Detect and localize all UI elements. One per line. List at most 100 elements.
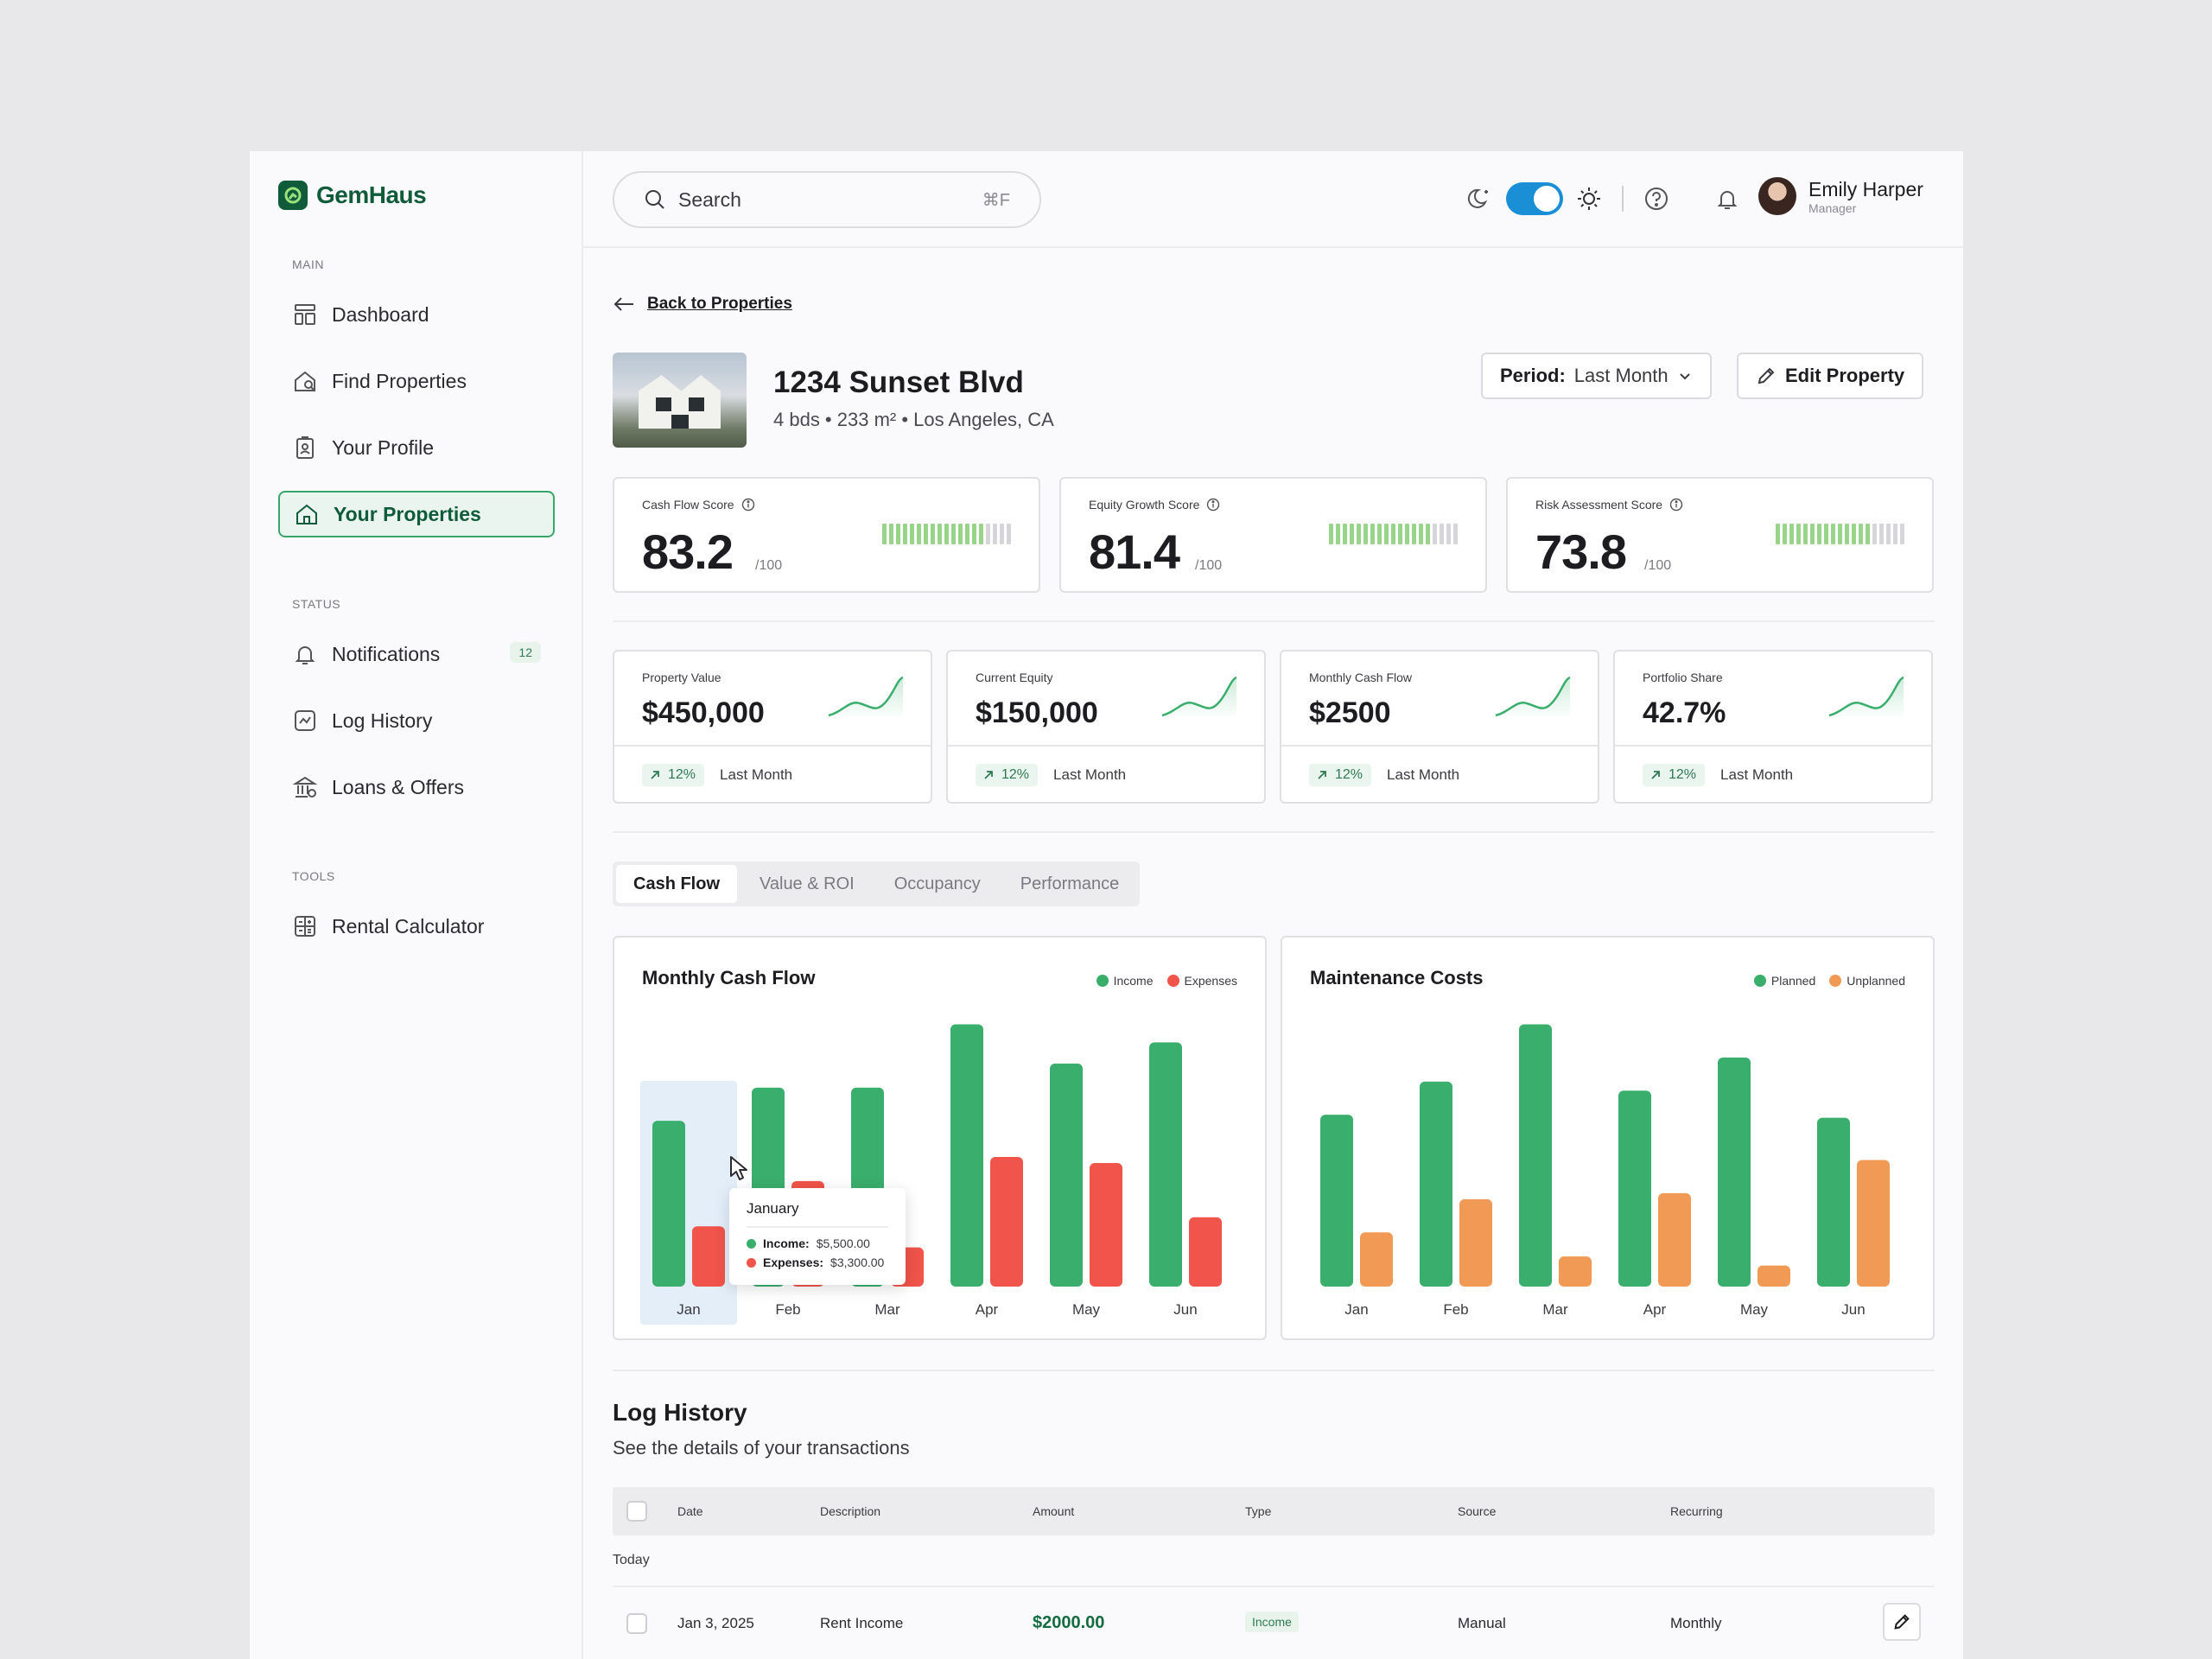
column-header-amount[interactable]: Amount [1033, 1504, 1075, 1518]
bar-unplanned-apr[interactable] [1658, 1192, 1691, 1287]
bar-expenses-jun[interactable] [1189, 1217, 1222, 1287]
notification-count-badge: 12 [510, 642, 541, 663]
bar-expenses-apr[interactable] [990, 1156, 1023, 1287]
score-meter-segment [1007, 524, 1011, 544]
row-checkbox[interactable] [626, 1613, 647, 1634]
tab-value-roi[interactable]: Value & ROI [760, 874, 855, 893]
stat-card-property-value: Property Value $450,000 12% Last Month [613, 650, 932, 804]
score-meter-segment [1900, 524, 1904, 544]
bar-planned-feb[interactable] [1420, 1081, 1452, 1287]
info-icon[interactable] [1669, 498, 1683, 512]
score-value: 81.4 [1089, 524, 1180, 579]
back-link[interactable]: Back to Properties [613, 295, 792, 314]
column-header-recurring[interactable]: Recurring [1670, 1504, 1723, 1518]
tab-cash-flow[interactable]: Cash Flow [616, 865, 738, 903]
theme-toggle[interactable] [1506, 182, 1563, 215]
search-input[interactable] [678, 188, 970, 212]
moon-icon[interactable] [1466, 185, 1494, 213]
bar-unplanned-may[interactable] [1758, 1265, 1790, 1287]
chart-tabs: Cash Flow Value & ROI Occupancy Performa… [613, 861, 1141, 906]
column-header-date[interactable]: Date [677, 1504, 703, 1518]
score-meter-segment [1852, 524, 1856, 544]
bar-expenses-jan[interactable] [692, 1226, 725, 1287]
change-period: Last Month [720, 766, 793, 783]
bar-unplanned-jan[interactable] [1360, 1232, 1393, 1287]
sidebar-item-notifications[interactable]: Notifications 12 [278, 631, 555, 677]
legend-item-income[interactable]: Income [1096, 974, 1154, 988]
search-box[interactable]: ⌘F [613, 171, 1041, 228]
sidebar-item-loans-offers[interactable]: Loans & Offers [278, 764, 555, 810]
chart-legend: Income Expenses [1096, 974, 1237, 988]
bar-income-may[interactable] [1050, 1063, 1083, 1287]
main-content: ⌘F Emily Harper Manager Back [583, 151, 1963, 1659]
stat-footer: 12% Last Month [1281, 745, 1598, 804]
tab-performance[interactable]: Performance [1020, 874, 1120, 893]
stat-value: $2500 [1309, 696, 1391, 729]
sidebar-item-label: Log History [332, 709, 433, 732]
legend-item-planned[interactable]: Planned [1753, 974, 1815, 988]
sidebar-item-your-profile[interactable]: Your Profile [278, 424, 555, 471]
score-meter-segment [1879, 524, 1884, 544]
tooltip-expenses: Expenses: $3,300.00 [747, 1255, 888, 1269]
arrow-up-right-icon [1318, 771, 1326, 779]
help-icon[interactable] [1643, 185, 1670, 213]
bar-planned-jun[interactable] [1817, 1117, 1850, 1287]
bar-planned-jan[interactable] [1320, 1115, 1353, 1287]
change-badge: 12% [1643, 764, 1706, 786]
maintenance-bar-chart: Jan Feb Mar Apr May Jun [1320, 1024, 1890, 1318]
select-all-checkbox[interactable] [626, 1501, 647, 1522]
x-tick-label: Mar [1542, 1301, 1568, 1318]
x-tick-label: Apr [1643, 1301, 1667, 1318]
bell-icon [295, 646, 315, 664]
legend-item-expenses[interactable]: Expenses [1166, 974, 1237, 988]
x-tick-label: Feb [775, 1301, 800, 1318]
logo-mark-icon [278, 181, 308, 210]
bar-unplanned-jun[interactable] [1857, 1160, 1890, 1287]
bar-planned-may[interactable] [1718, 1057, 1751, 1287]
legend-item-unplanned[interactable]: Unplanned [1829, 974, 1905, 988]
score-meter-segment [1796, 524, 1801, 544]
info-icon[interactable] [1206, 498, 1220, 512]
column-header-type[interactable]: Type [1245, 1504, 1272, 1518]
section-label-tools: TOOLS [292, 869, 335, 883]
sidebar-item-your-properties[interactable]: Your Properties [278, 491, 555, 537]
logo-text: GemHaus [316, 181, 427, 208]
info-icon[interactable] [741, 498, 755, 512]
sidebar-item-find-properties[interactable]: Find Properties [278, 358, 555, 404]
period-value: Last Month [1573, 365, 1669, 386]
bar-planned-mar[interactable] [1519, 1024, 1552, 1287]
logo[interactable]: GemHaus [278, 181, 427, 210]
sidebar-item-label: Your Properties [334, 502, 481, 525]
row-edit-button[interactable] [1883, 1603, 1921, 1641]
user-menu[interactable]: Emily Harper Manager [1758, 177, 1923, 215]
sidebar-item-rental-calculator[interactable]: Rental Calculator [278, 903, 555, 950]
theme-switcher [1466, 182, 1741, 215]
row-type-badge: Income [1245, 1611, 1299, 1632]
sidebar-item-label: Find Properties [332, 369, 467, 392]
bar-income-jan[interactable] [652, 1121, 685, 1287]
tab-occupancy[interactable]: Occupancy [893, 874, 981, 893]
sparkline [1495, 676, 1571, 719]
table-row[interactable]: Jan 3, 2025 Rent Income $2000.00 Income … [613, 1586, 1935, 1659]
column-header-source[interactable]: Source [1458, 1504, 1497, 1518]
column-header-description[interactable]: Description [820, 1504, 881, 1518]
bar-unplanned-feb[interactable] [1459, 1198, 1492, 1287]
bar-income-jun[interactable] [1149, 1042, 1182, 1287]
bar-expenses-may[interactable] [1090, 1162, 1122, 1287]
sidebar-item-dashboard[interactable]: Dashboard [278, 291, 555, 338]
bar-income-apr[interactable] [950, 1024, 983, 1287]
sun-icon[interactable] [1575, 185, 1603, 213]
bell-icon[interactable] [1713, 185, 1741, 213]
x-tick-label: Jan [1344, 1301, 1368, 1318]
cursor-icon [730, 1156, 747, 1180]
period-select[interactable]: Period: Last Month [1481, 353, 1712, 399]
period-label: Period: [1500, 365, 1566, 386]
score-meter [882, 524, 1011, 544]
app-window: GemHaus MAIN Dashboard Find Properties Y… [250, 151, 1963, 1659]
score-value: 73.8 [1535, 524, 1627, 579]
edit-property-button[interactable]: Edit Property [1737, 353, 1924, 399]
stat-footer: 12% Last Month [948, 745, 1264, 804]
bar-planned-apr[interactable] [1618, 1090, 1651, 1287]
sidebar-item-log-history[interactable]: Log History [278, 697, 555, 744]
bar-unplanned-mar[interactable] [1559, 1256, 1592, 1287]
